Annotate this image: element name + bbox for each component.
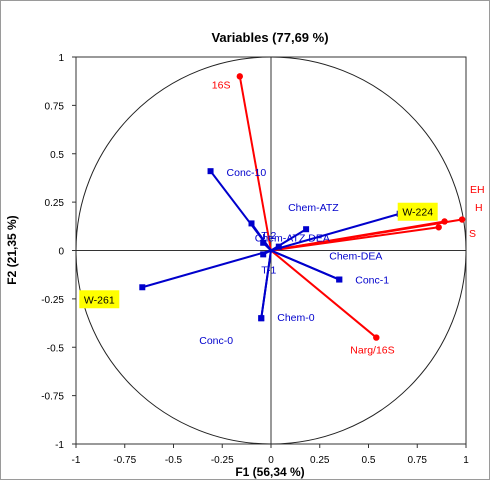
partial-label: H	[475, 202, 483, 214]
variable-label: Chem-ATZ	[288, 202, 339, 214]
variable-point	[336, 276, 343, 283]
variable-label: Narg/16S	[350, 345, 394, 357]
variable-label: T-1	[261, 264, 276, 276]
x-tick-label: 0	[268, 455, 274, 466]
y-tick-label: 1	[58, 53, 64, 64]
variable-point	[258, 315, 265, 322]
variable-vector	[270, 218, 463, 252]
variable-vector	[260, 250, 272, 319]
y-tick-label: -0.25	[41, 295, 64, 306]
highlight-box	[79, 290, 120, 309]
variable-point	[260, 239, 267, 246]
highlight-label: W-261	[84, 294, 115, 306]
y-tick-label: -0.5	[47, 343, 65, 354]
variable-vector	[270, 249, 340, 281]
variable-point	[303, 226, 310, 233]
chart-title: Variables (77,69 %)	[211, 30, 328, 45]
variable-point	[435, 224, 442, 231]
x-tick-label: 0.75	[408, 455, 428, 466]
variable-label: Conc-0	[199, 335, 233, 347]
variable-point	[236, 73, 243, 80]
variable-point	[275, 243, 282, 250]
variable-point	[260, 251, 267, 258]
y-tick-label: 0.5	[50, 150, 64, 161]
partial-label: EH	[470, 184, 485, 196]
x-tick-label: -0.25	[211, 455, 234, 466]
x-tick-label: -0.5	[165, 455, 183, 466]
x-tick-label: -0.75	[113, 455, 136, 466]
variable-point	[139, 284, 146, 291]
variable-label: T-2	[261, 230, 276, 242]
variable-point	[458, 216, 466, 223]
x-tick-label: 1	[463, 455, 469, 466]
y-axis-label: F2 (21,35 %)	[5, 215, 19, 284]
variable-label: 16S	[212, 79, 231, 91]
y-tick-label: 0.25	[45, 198, 65, 209]
y-tick-label: 0.75	[45, 101, 65, 112]
variable-label: Chem-ATZ DEA	[255, 233, 330, 245]
y-tick-label: 0	[58, 247, 64, 258]
x-tick-label: 0.25	[310, 455, 330, 466]
highlight-box	[397, 202, 438, 221]
variable-label: Chem-0	[277, 312, 315, 324]
variable-vector	[142, 249, 272, 289]
y-tick-label: -0.75	[41, 392, 64, 403]
x-tick-label: 0.5	[362, 455, 376, 466]
variable-label: Conc-1	[355, 275, 389, 287]
variable-label: Chem-DEA	[329, 251, 382, 263]
x-axis-label: F1 (56,34 %)	[235, 465, 304, 479]
variable-point	[248, 220, 255, 227]
variable-vector	[270, 249, 377, 339]
variable-vector	[238, 76, 272, 251]
partial-label: S	[469, 228, 476, 240]
variable-vector	[270, 212, 400, 252]
variable-point	[207, 168, 214, 175]
variable-point	[373, 334, 380, 341]
highlight-label: W-224	[402, 207, 433, 219]
variable-label: Conc-10	[227, 167, 267, 179]
x-tick-label: -1	[72, 455, 81, 466]
y-tick-label: -1	[55, 440, 64, 451]
